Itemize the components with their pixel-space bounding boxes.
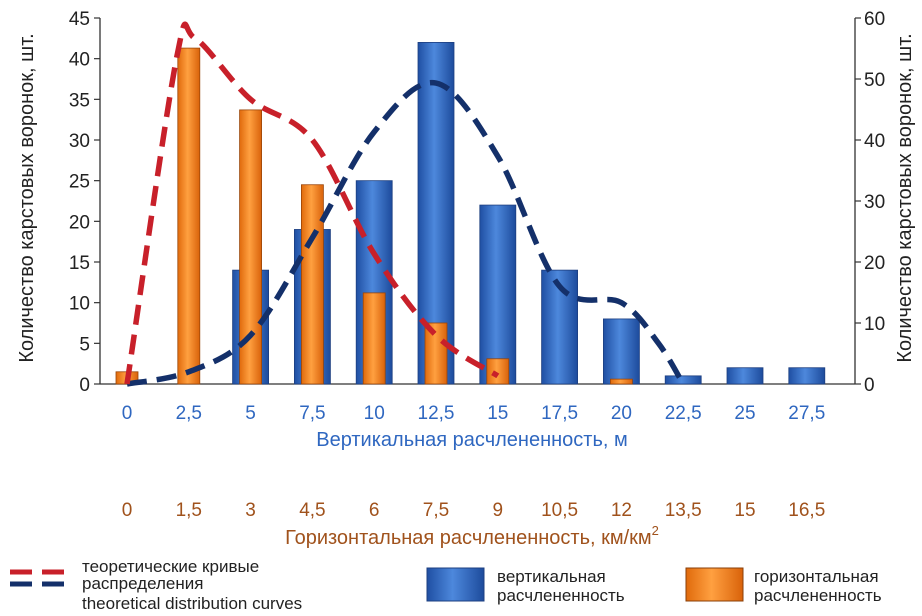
- y-right-tick-label: 20: [864, 253, 885, 274]
- x-tick-label-horizontal: 16,5: [788, 500, 825, 521]
- bar-horizontal: [610, 378, 633, 385]
- x-tick-label-horizontal: 3: [245, 500, 256, 521]
- x-tick-label-vertical: 15: [487, 403, 508, 424]
- legend-curves-label-1: теоретические кривые: [82, 557, 259, 576]
- x-axis-horizontal-title-sup: 2: [652, 523, 659, 538]
- bar-horizontal: [300, 184, 324, 385]
- legend-curves-label-2: распределения: [82, 574, 203, 593]
- y-left-tick-label: 5: [79, 334, 90, 355]
- x-tick-label-horizontal: 13,5: [665, 500, 702, 521]
- y-right-tick-label: 10: [864, 314, 885, 335]
- x-tick-label-vertical: 5: [245, 403, 256, 424]
- y-axis-right-title: Количество карстовых воронок, шт.: [894, 33, 916, 362]
- bar-horizontal: [362, 292, 386, 385]
- legend-horizontal-label-2: расчлененность: [754, 586, 882, 605]
- x-tick-label-vertical: 2,5: [176, 403, 202, 424]
- x-tick-label-horizontal: 10,5: [541, 500, 578, 521]
- bar-horizontal: [177, 47, 201, 385]
- bar-vertical: [788, 367, 826, 385]
- x-tick-label-vertical: 10: [364, 403, 385, 424]
- legend-vertical-label-1: вертикальная: [497, 567, 606, 586]
- x-tick-label-vertical: 25: [734, 403, 755, 424]
- x-tick-label-vertical: 20: [611, 403, 632, 424]
- y-left-tick-label: 30: [69, 131, 90, 152]
- bar-vertical: [603, 318, 640, 385]
- x-tick-label-horizontal: 0: [122, 500, 133, 521]
- y-right-tick-label: 50: [864, 70, 885, 91]
- bars: [115, 42, 826, 385]
- y-axis-left-title: Количество карстовых воронок, шт.: [16, 33, 38, 362]
- x-tick-label-horizontal: 7,5: [423, 500, 449, 521]
- legend-curves-label-en: theoretical distribution curves: [82, 594, 302, 613]
- y-left-tick-label: 25: [69, 172, 90, 193]
- y-right-tick-label: 0: [864, 375, 875, 396]
- y-left-tick-label: 10: [69, 294, 90, 315]
- x-tick-label-vertical: 27,5: [788, 403, 825, 424]
- y-left-tick-label: 20: [69, 212, 90, 233]
- y-right-tick-label: 40: [864, 131, 885, 152]
- bar-horizontal: [239, 109, 263, 385]
- x-tick-label-horizontal: 9: [493, 500, 504, 521]
- legend-swatch-vertical: [426, 567, 485, 602]
- x-tick-label-horizontal: 4,5: [299, 500, 325, 521]
- x-tick-label-vertical: 22,5: [665, 403, 702, 424]
- bar-vertical: [664, 375, 702, 385]
- legend-swatch-horizontal: [685, 567, 744, 602]
- legend-vertical-label-2: расчлененность: [497, 586, 625, 605]
- y-left-tick-label: 15: [69, 253, 90, 274]
- x-axis-horizontal-title-main: Горизонтальная расчлененность, км/км: [285, 527, 652, 549]
- x-tick-label-horizontal: 6: [369, 500, 380, 521]
- bar-vertical: [541, 269, 578, 385]
- x-axis-horizontal-title: Горизонтальная расчлененность, км/км2: [285, 523, 659, 549]
- bar-vertical: [726, 367, 764, 385]
- legend: теоретические кривые распределения theor…: [10, 557, 882, 613]
- y-left-tick-label: 45: [69, 9, 90, 30]
- y-left-tick-label: 0: [79, 375, 90, 396]
- x-tick-label-vertical: 7,5: [299, 403, 325, 424]
- theoretical-curve-vertical: [126, 80, 686, 387]
- axes: [94, 17, 861, 385]
- bar-vertical: [479, 204, 517, 385]
- curves: [124, 21, 686, 387]
- y-left-tick-label: 40: [69, 50, 90, 71]
- x-tick-label-vertical: 17,5: [541, 403, 578, 424]
- x-tick-label-horizontal: 12: [611, 500, 632, 521]
- y-right-tick-label: 30: [864, 192, 885, 213]
- legend-horizontal-label-1: горизонтальная: [754, 567, 879, 586]
- x-axis-vertical-title: Вертикальная расчлененность, м: [316, 429, 628, 451]
- y-right-tick-label: 60: [864, 9, 885, 30]
- x-tick-label-horizontal: 1,5: [176, 500, 202, 521]
- y-left-tick-label: 35: [69, 90, 90, 111]
- x-tick-label-horizontal: 15: [734, 500, 755, 521]
- bar-horizontal: [486, 358, 510, 385]
- x-tick-label-vertical: 12,5: [418, 403, 455, 424]
- x-tick-label-vertical: 0: [122, 403, 133, 424]
- bar-horizontal: [424, 322, 448, 385]
- theoretical-curve-horizontal: [124, 21, 500, 385]
